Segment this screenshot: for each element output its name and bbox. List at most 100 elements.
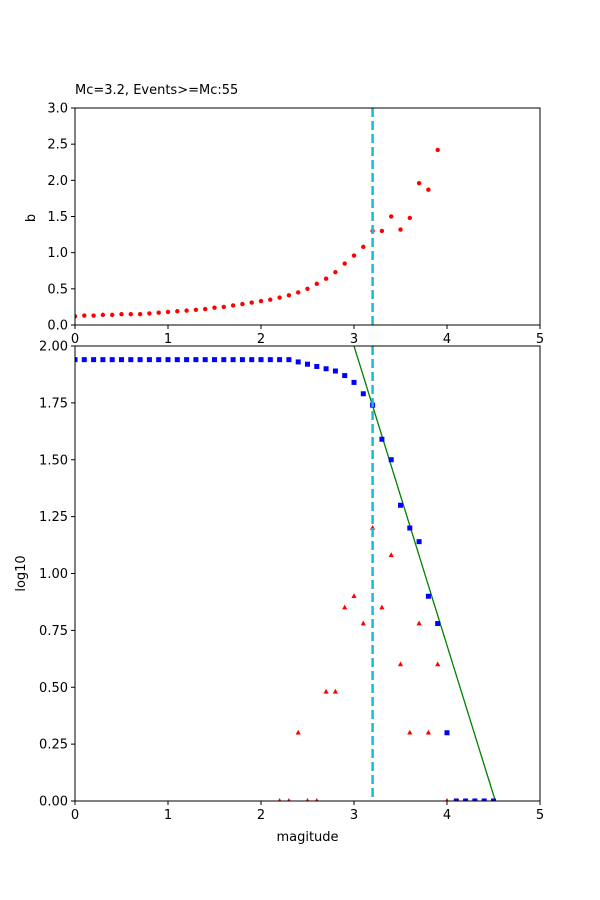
data-point [147, 311, 152, 316]
data-point [333, 269, 338, 275]
y-tick-label: 0.0 [47, 319, 68, 334]
data-point [119, 311, 124, 317]
x-tick-label: 0 [71, 332, 79, 347]
data-point [351, 253, 357, 258]
top-plot-frame [74, 107, 541, 326]
data-point [128, 357, 134, 363]
data-point [268, 297, 273, 302]
data-point [314, 281, 319, 286]
data-point [323, 276, 329, 281]
data-point [75, 314, 78, 319]
x-tick-label: 5 [536, 808, 544, 823]
data-point [453, 798, 459, 801]
data-point [240, 301, 245, 307]
data-point [370, 525, 376, 530]
data-point [407, 525, 413, 531]
y-tick-label: 3.0 [47, 102, 68, 117]
data-point [286, 293, 292, 298]
data-point [146, 357, 152, 363]
data-point [351, 593, 357, 599]
data-point [212, 305, 217, 310]
data-point [249, 357, 255, 363]
data-point [426, 187, 431, 192]
data-point [435, 147, 440, 153]
x-tick-label: 1 [164, 808, 172, 823]
y-tick-label: 2.0 [47, 174, 68, 189]
data-point [267, 357, 273, 363]
y-tick-label: 0.50 [39, 681, 68, 696]
data-point [314, 363, 320, 369]
x-tick-label: 2 [257, 332, 265, 347]
fit-line [353, 346, 496, 801]
bottom-plot-area [75, 346, 496, 801]
data-point [277, 357, 283, 363]
y-tick-label: 2.00 [39, 340, 68, 355]
data-point [342, 261, 347, 266]
data-point [277, 798, 282, 801]
data-point [360, 391, 366, 397]
data-point [389, 214, 394, 219]
y-tick-label: 1.75 [39, 396, 68, 411]
data-point [315, 798, 319, 801]
data-point [100, 312, 106, 318]
data-point [110, 312, 115, 318]
data-point [305, 361, 310, 367]
data-point [128, 311, 133, 317]
data-point [425, 593, 431, 599]
data-point [407, 215, 412, 221]
y-tick-label: 1.50 [39, 453, 68, 468]
data-point [165, 357, 171, 363]
data-point [463, 798, 469, 801]
data-point [119, 357, 124, 363]
data-point [203, 306, 208, 312]
data-point [165, 309, 171, 315]
frequency-magnitude-plot: magitude log10 0 1 2 3 4 5 0.00 0.25 0.50 0.75 1.0… [14, 340, 544, 846]
bottom-plot-ylabel: log10 [14, 555, 29, 591]
data-point [416, 539, 422, 545]
data-point [295, 729, 301, 735]
data-point [305, 286, 310, 292]
data-point [351, 379, 357, 385]
data-point [212, 357, 217, 363]
data-point [287, 798, 291, 801]
data-point [174, 357, 180, 363]
data-point [491, 798, 496, 801]
top-plot-ylabel: b [24, 214, 39, 222]
data-point [221, 304, 226, 310]
data-point [379, 436, 385, 442]
y-tick-label: 1.5 [47, 210, 68, 225]
x-tick-label: 2 [257, 808, 265, 823]
x-tick-label: 5 [536, 332, 544, 347]
data-point [305, 798, 310, 801]
data-point [156, 357, 162, 363]
y-tick-label: 0.25 [39, 738, 68, 753]
data-point [184, 357, 190, 363]
data-point [332, 688, 338, 694]
data-point [137, 311, 143, 317]
y-tick-label: 1.00 [39, 567, 68, 582]
bottom-plot-frame [74, 345, 541, 802]
data-point [202, 357, 208, 363]
data-point [295, 359, 301, 365]
data-point [221, 357, 227, 363]
y-tick-label: 1.0 [47, 246, 68, 261]
y-tick-label: 0.75 [39, 624, 68, 639]
data-point [379, 604, 385, 610]
data-point [481, 798, 487, 801]
data-point [444, 730, 450, 736]
top-plot-title: Mc=3.2, Events>=Mc:55 [75, 83, 238, 98]
data-point [239, 357, 245, 363]
bottom-plot-xlabel: magitude [276, 830, 338, 845]
x-tick-label: 4 [443, 808, 451, 823]
x-tick-label: 3 [350, 332, 358, 347]
y-tick-label: 0.5 [47, 282, 68, 297]
data-point [360, 620, 366, 626]
data-point [286, 357, 292, 363]
data-point [75, 357, 78, 363]
data-point [398, 227, 403, 232]
data-point [81, 357, 87, 363]
data-point [379, 228, 385, 234]
data-point [323, 366, 329, 372]
data-point [258, 357, 264, 363]
